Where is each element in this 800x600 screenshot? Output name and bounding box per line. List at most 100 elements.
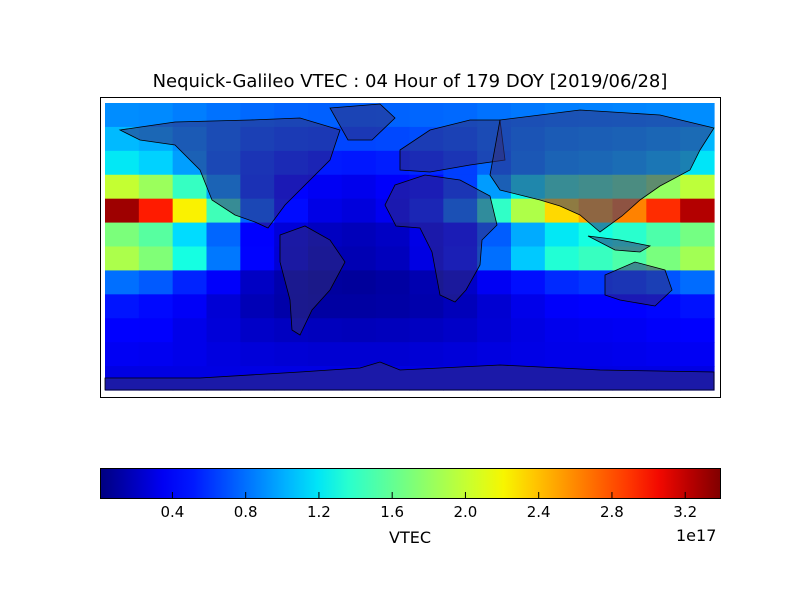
vtec-cell [240, 246, 275, 272]
vtec-cell [544, 222, 580, 248]
vtec-cell [341, 198, 377, 224]
asia [489, 109, 715, 233]
vtec-cell [172, 174, 208, 200]
vtec-cell [341, 318, 377, 343]
vtec-cell [240, 342, 275, 367]
vtec-cell [375, 318, 411, 343]
colorbar-tick-label: 3.2 [673, 503, 698, 521]
vtec-cell [375, 270, 411, 295]
vtec-cell [240, 270, 275, 295]
vtec-cell [105, 198, 140, 224]
colorbar-tick-label: 2.8 [600, 503, 624, 521]
vtec-cell [172, 294, 208, 319]
vtec-cell [544, 318, 580, 343]
vtec-cell [680, 342, 715, 367]
colorbar-tick-label: 0.8 [233, 503, 258, 521]
south-america [279, 225, 346, 336]
vtec-cell [477, 294, 512, 319]
vtec-cell [612, 318, 647, 343]
vtec-cell [341, 342, 377, 367]
vtec-cell [544, 246, 580, 272]
vtec-cell [409, 294, 444, 319]
vtec-cell [138, 294, 174, 319]
colorbar-tick-label: 1.6 [380, 503, 405, 521]
vtec-cell [409, 342, 444, 367]
vtec-cell [172, 198, 208, 224]
vtec-cell [308, 174, 343, 200]
vtec-cell [138, 270, 174, 295]
vtec-cell [578, 294, 614, 319]
vtec-cell [341, 246, 377, 272]
vtec-cell [206, 318, 241, 343]
vtec-cell [409, 103, 444, 128]
vtec-cell [680, 174, 715, 200]
vtec-cell [308, 342, 343, 367]
vtec-cell [646, 342, 681, 367]
vtec-cell [544, 270, 580, 295]
vtec-cell [240, 294, 275, 319]
colorbar-ticks [171, 492, 686, 498]
vtec-cell [240, 318, 275, 343]
vtec-cell [341, 270, 377, 295]
vtec-cell [138, 222, 174, 248]
vtec-cell [138, 174, 174, 200]
vtec-cell [172, 222, 208, 248]
colorbar-label: VTEC [389, 528, 431, 547]
chart-title: Nequick-Galileo VTEC : 04 Hour of 179 DO… [152, 71, 668, 92]
vtec-cell [511, 198, 546, 224]
vtec-cell [680, 198, 715, 224]
vtec-cell [105, 150, 140, 176]
vtec-cell [680, 318, 715, 343]
vtec-cell [138, 198, 174, 224]
vtec-cell [341, 150, 377, 176]
vtec-cell [680, 222, 715, 248]
vtec-cell [646, 318, 681, 343]
vtec-cell [544, 294, 580, 319]
vtec-cell [105, 270, 140, 295]
vtec-cell [477, 246, 512, 272]
greenland [329, 103, 396, 141]
colorbar-exponent: 1e17 [676, 526, 717, 545]
vtec-cell [138, 150, 174, 176]
vtec-cell [172, 270, 208, 295]
vtec-cell [105, 294, 140, 319]
vtec-cell [646, 222, 681, 248]
vtec-cell [274, 342, 309, 367]
vtec-cell [172, 342, 208, 367]
vtec-cell [206, 246, 241, 272]
vtec-cell [477, 342, 512, 367]
vtec-cell [341, 174, 377, 200]
vtec-cell [172, 246, 208, 272]
colorbar [100, 468, 721, 499]
antarctica [104, 361, 715, 391]
vtec-cell [105, 174, 140, 200]
vtec-cell [206, 294, 241, 319]
vtec-cell [511, 318, 546, 343]
vtec-cell [477, 270, 512, 295]
vtec-cell [105, 342, 140, 367]
vtec-cell [308, 318, 343, 343]
vtec-cell [443, 342, 478, 367]
vtec-cell [646, 198, 681, 224]
vtec-cell [511, 294, 546, 319]
vtec-cell [206, 342, 241, 367]
vtec-cell [341, 294, 377, 319]
vtec-cell [341, 222, 377, 248]
vtec-cell [511, 246, 546, 272]
vtec-cell [578, 318, 614, 343]
vtec-cell [511, 342, 546, 367]
vtec-cell [511, 270, 546, 295]
vtec-cell [138, 318, 174, 343]
vtec-cell [578, 246, 614, 272]
vtec-cell [680, 246, 715, 272]
vtec-cell [680, 294, 715, 319]
vtec-cell [409, 318, 444, 343]
vtec-cell [443, 318, 478, 343]
vtec-cell [477, 318, 512, 343]
colorbar-tick-label: 1.2 [306, 503, 331, 521]
indonesia [587, 235, 652, 253]
vtec-cell [680, 270, 715, 295]
vtec-cell [206, 222, 241, 248]
vtec-cell [105, 222, 140, 248]
